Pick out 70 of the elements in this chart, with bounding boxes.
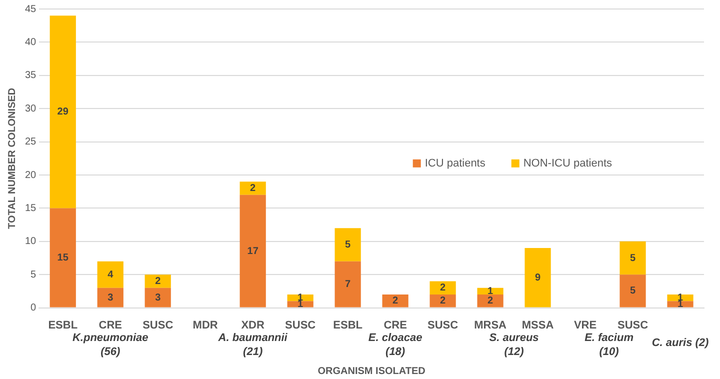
x-tick-label: ESBL bbox=[48, 319, 78, 332]
bar bbox=[144, 288, 171, 308]
bar bbox=[477, 294, 504, 308]
data-label: 4 bbox=[108, 269, 114, 280]
data-label: 3 bbox=[108, 292, 114, 304]
y-tick-label: 45 bbox=[25, 4, 37, 15]
text: A. baumannii (21) bbox=[217, 332, 288, 358]
x-tick-label: SUSC bbox=[617, 319, 648, 332]
y-axis-title: TOTAL NUMBER COLONISED bbox=[6, 88, 18, 229]
x-tick-label: SUSC bbox=[285, 319, 316, 332]
text: K.pneumoniae (56) bbox=[72, 332, 148, 358]
data-label: 2 bbox=[440, 282, 446, 294]
y-tick-label: 10 bbox=[25, 236, 37, 248]
data-label: 2 bbox=[155, 276, 162, 287]
y-tick-label: 30 bbox=[25, 103, 37, 114]
x-tick-label: VRE bbox=[574, 319, 597, 332]
bar bbox=[97, 261, 124, 288]
data-label: 15 bbox=[57, 252, 69, 264]
data-label: 2 bbox=[392, 296, 399, 307]
bar bbox=[240, 182, 266, 195]
bar bbox=[287, 301, 314, 308]
data-label: 5 bbox=[630, 286, 636, 297]
data-label: 7 bbox=[345, 279, 352, 290]
bar bbox=[382, 294, 408, 308]
y-tick-label: 35 bbox=[25, 70, 37, 82]
x-tick-label: XDR bbox=[241, 319, 264, 332]
data-label: 17 bbox=[247, 246, 259, 257]
data-label: 29 bbox=[57, 106, 69, 118]
y-tick-label: 5 bbox=[30, 269, 37, 280]
bar bbox=[334, 261, 361, 308]
x-tick-label: MDR bbox=[192, 319, 218, 332]
text: E. cloacae (18) bbox=[368, 332, 422, 358]
text: C. auris (2) bbox=[652, 336, 710, 349]
y-tick-label: 40 bbox=[25, 36, 37, 48]
bar bbox=[430, 294, 456, 308]
bar bbox=[620, 241, 646, 275]
bar bbox=[620, 274, 646, 308]
data-label: 5 bbox=[630, 252, 636, 264]
x-tick-label: ESBL bbox=[333, 319, 363, 332]
bar bbox=[334, 228, 361, 262]
y-tick-label: 25 bbox=[25, 136, 37, 148]
bar bbox=[50, 208, 76, 308]
x-tick-label: MSSA bbox=[522, 319, 554, 332]
data-label: 2 bbox=[488, 296, 494, 307]
bar bbox=[524, 248, 551, 308]
data-label: 2 bbox=[250, 183, 256, 194]
data-label: 2 bbox=[440, 296, 446, 307]
legend-label: NON-ICU patients bbox=[523, 157, 612, 170]
data-label: 3 bbox=[155, 292, 162, 304]
x-tick-label: CRE bbox=[98, 319, 122, 332]
bar bbox=[50, 16, 76, 208]
data-label: 1 bbox=[488, 286, 494, 297]
bar bbox=[240, 194, 266, 308]
bar bbox=[430, 281, 456, 295]
bar bbox=[97, 288, 124, 308]
y-tick-label: 0 bbox=[30, 302, 37, 314]
text: S. aureus (12) bbox=[489, 332, 539, 358]
bar bbox=[667, 301, 694, 308]
y-tick-label: 20 bbox=[25, 170, 37, 181]
x-tick-label: SUSC bbox=[428, 319, 458, 332]
bar bbox=[144, 274, 171, 288]
data-label: 5 bbox=[345, 239, 352, 250]
x-tick-label: SUSC bbox=[142, 319, 174, 332]
x-tick-label: MRSA bbox=[474, 319, 507, 332]
legend-label: ICU patients bbox=[424, 157, 486, 170]
x-tick-label: CRE bbox=[384, 319, 407, 332]
data-label: 9 bbox=[535, 272, 541, 284]
y-tick-label: 15 bbox=[25, 202, 37, 214]
text: E. facium (10) bbox=[584, 332, 634, 358]
x-axis-title: ORGANISM ISOLATED bbox=[318, 366, 426, 377]
